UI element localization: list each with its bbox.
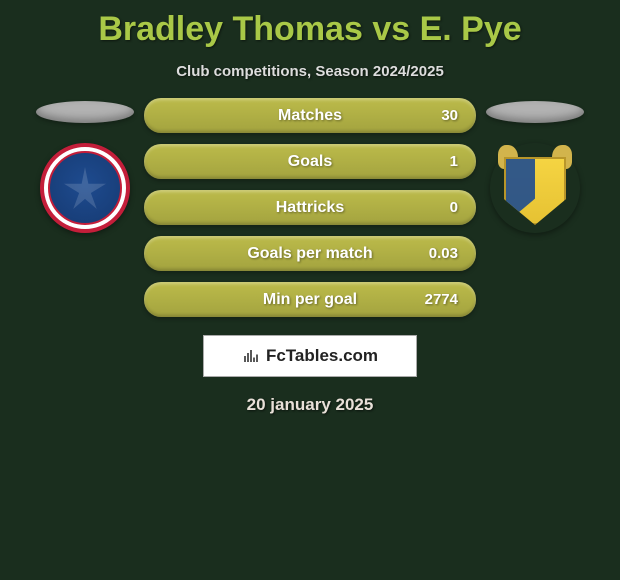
club-crest-right (490, 143, 580, 233)
crest-shield-body (504, 157, 566, 225)
club-crest-left-inner (48, 151, 122, 225)
player-left-photo-placeholder (36, 101, 134, 123)
stat-label: Matches (278, 107, 342, 125)
page-subtitle: Club competitions, Season 2024/2025 (0, 63, 620, 80)
stat-label: Goals per match (247, 245, 372, 263)
bar-chart-icon (242, 347, 260, 365)
stat-row: Hattricks 0 (144, 190, 476, 225)
stat-value-right: 1 (450, 153, 458, 170)
stat-row: Matches 30 (144, 98, 476, 133)
stat-label: Min per goal (263, 291, 357, 309)
stats-list: Matches 30 Goals 1 Hattricks 0 Goals per… (140, 98, 480, 317)
stat-value-right: 2774 (425, 291, 458, 308)
player-right-column (480, 98, 590, 233)
stat-row: Goals 1 (144, 144, 476, 179)
stat-value-right: 0.03 (429, 245, 458, 262)
stat-row: Min per goal 2774 (144, 282, 476, 317)
club-crest-left (40, 143, 130, 233)
stat-label: Goals (288, 153, 332, 171)
stat-value-right: 0 (450, 199, 458, 216)
stat-value-right: 30 (441, 107, 458, 124)
club-crest-right-shield (496, 145, 574, 231)
infographic-date: 20 january 2025 (0, 395, 620, 415)
branding-label: FcTables.com (266, 346, 378, 366)
player-right-photo-placeholder (486, 101, 584, 123)
branding-badge[interactable]: FcTables.com (203, 335, 417, 377)
stat-row: Goals per match 0.03 (144, 236, 476, 271)
page-title: Bradley Thomas vs E. Pye (0, 0, 620, 49)
stat-label: Hattricks (276, 199, 344, 217)
player-left-column (30, 98, 140, 233)
comparison-panel: Matches 30 Goals 1 Hattricks 0 Goals per… (0, 98, 620, 317)
